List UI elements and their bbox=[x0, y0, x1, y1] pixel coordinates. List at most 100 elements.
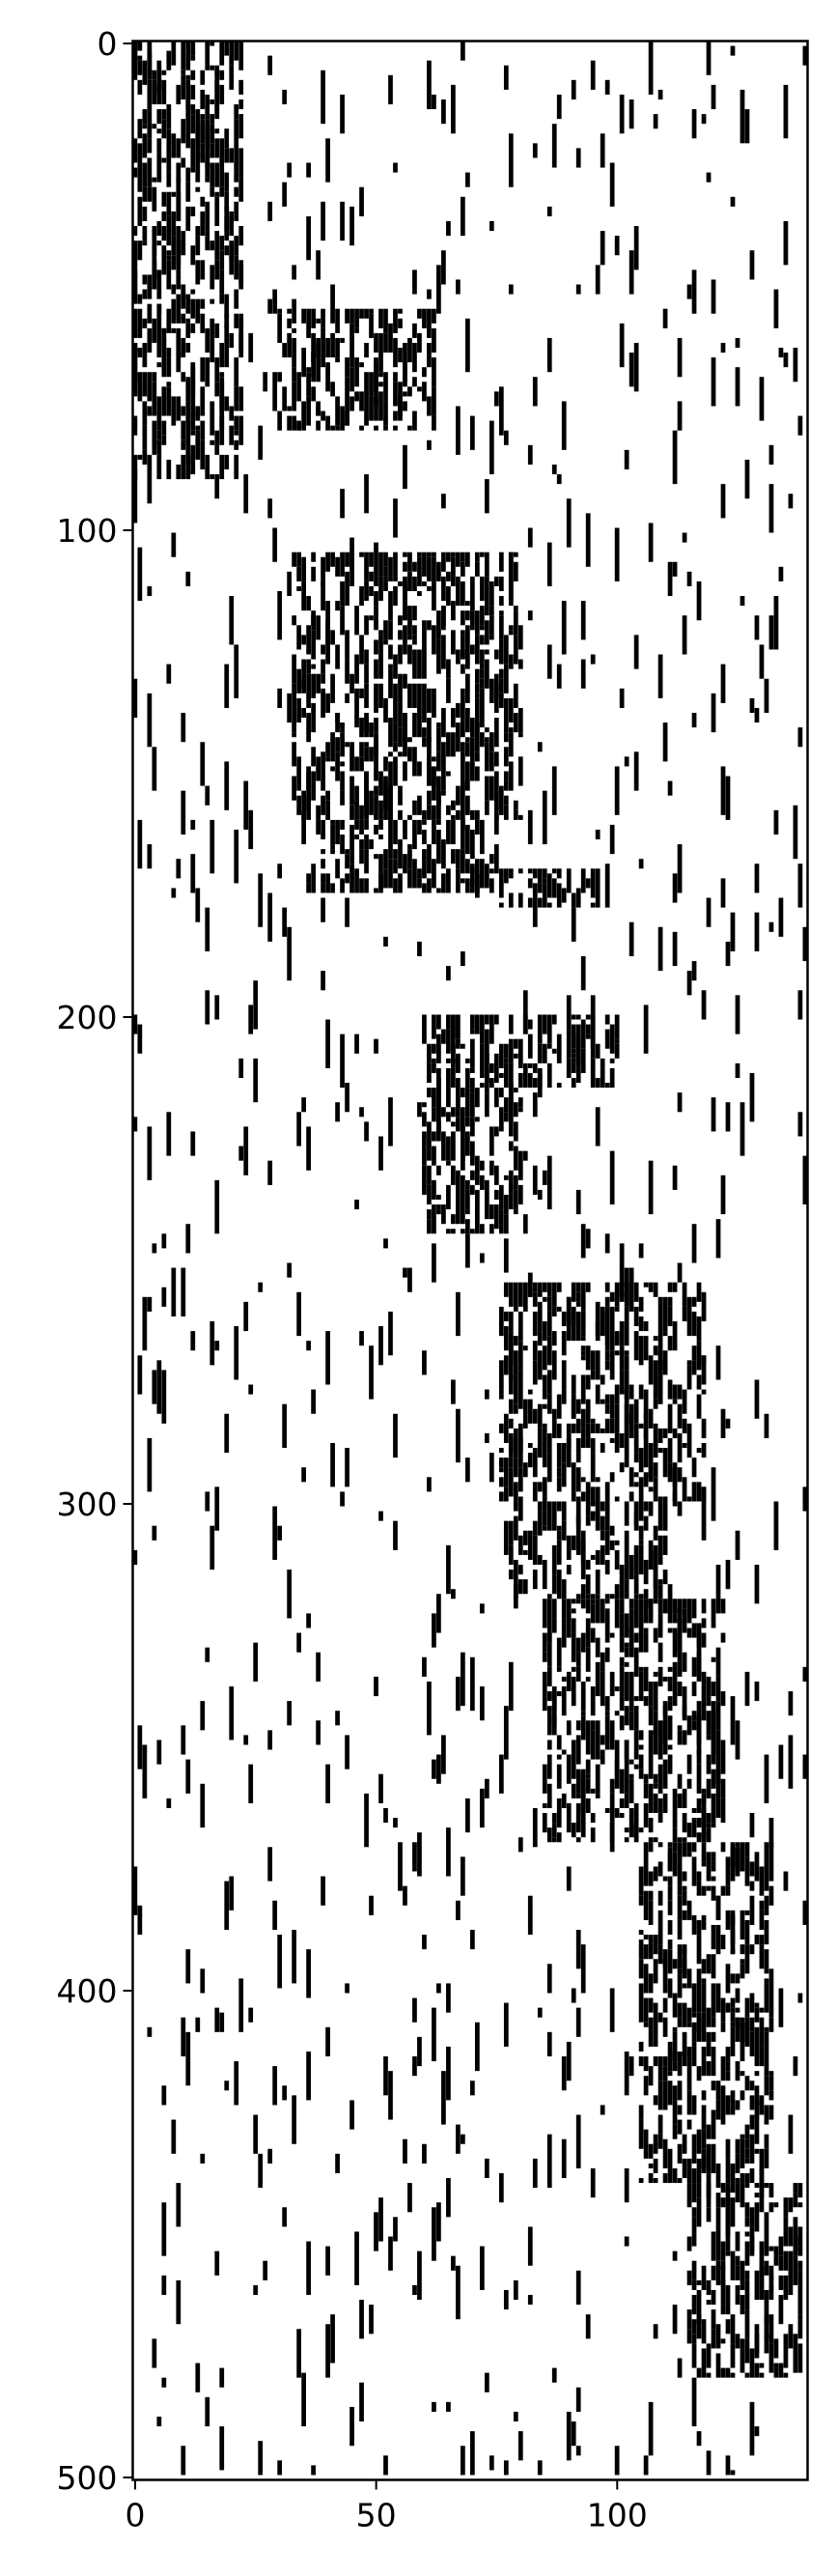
heatmap-cell-3165 bbox=[720, 1935, 726, 1950]
heatmap-cell-853 bbox=[508, 625, 514, 631]
heatmap-cell-401 bbox=[369, 372, 374, 397]
heatmap-cell-2823 bbox=[432, 2007, 436, 2062]
heatmap-cell-998 bbox=[542, 868, 547, 879]
heatmap-cell-1227 bbox=[503, 1175, 509, 1180]
heatmap-cell-1376 bbox=[580, 1282, 586, 1312]
heatmap-cell-1323 bbox=[542, 1496, 547, 1502]
heatmap-cell-24 bbox=[137, 372, 143, 397]
heatmap-cell-2114 bbox=[682, 2158, 687, 2173]
heatmap-cell-1841 bbox=[633, 1632, 639, 1643]
heatmap-cell-598 bbox=[378, 683, 383, 708]
heatmap-cell-2286 bbox=[754, 2085, 760, 2106]
heatmap-cell-1241 bbox=[517, 1097, 523, 1108]
heatmap-cell-139 bbox=[176, 464, 182, 480]
heatmap-cell-1399 bbox=[590, 1418, 596, 1424]
heatmap-cell-1485 bbox=[643, 1389, 649, 1419]
heatmap-cell-48 bbox=[147, 138, 153, 154]
heatmap-cell-1169 bbox=[451, 1107, 456, 1118]
heatmap-cell-2449 bbox=[783, 2226, 789, 2247]
heatmap-cell-2432 bbox=[768, 2246, 774, 2251]
heatmap-cell-1754 bbox=[580, 1807, 586, 1838]
heatmap-cell-374 bbox=[335, 357, 340, 363]
heatmap-cell-1705 bbox=[556, 1666, 562, 1672]
heatmap-cell-1853 bbox=[638, 1730, 644, 1741]
heatmap-cell-499 bbox=[316, 615, 321, 640]
heatmap-cell-315 bbox=[238, 104, 244, 110]
heatmap-cell-2807 bbox=[417, 2250, 422, 2301]
heatmap-cell-1907 bbox=[672, 1599, 678, 1614]
heatmap-cell-1836 bbox=[628, 1759, 634, 1765]
heatmap-cell-1008 bbox=[566, 868, 572, 893]
heatmap-cell-756 bbox=[461, 664, 465, 674]
heatmap-cell-657 bbox=[407, 683, 412, 708]
heatmap-cell-2685 bbox=[306, 1613, 311, 1628]
heatmap-cell-2066 bbox=[667, 1885, 673, 1901]
heatmap-cell-2991 bbox=[575, 284, 581, 295]
heatmap-cell-2466 bbox=[797, 2202, 803, 2208]
heatmap-cell-2601 bbox=[234, 1326, 239, 1380]
heatmap-cell-311 bbox=[234, 464, 239, 480]
heatmap-cell-1104 bbox=[571, 1024, 576, 1049]
heatmap-cell-2407 bbox=[749, 2207, 755, 2227]
heatmap-cell-1632 bbox=[600, 1501, 605, 1512]
heatmap-cell-267 bbox=[219, 284, 225, 295]
heatmap-cell-848 bbox=[503, 780, 509, 791]
heatmap-cell-1300 bbox=[532, 1341, 538, 1361]
heatmap-cell-2647 bbox=[277, 688, 283, 708]
heatmap-cell-2057 bbox=[662, 2017, 668, 2037]
heatmap-cell-2294 bbox=[759, 2007, 765, 2013]
heatmap-cell-1870 bbox=[648, 1754, 654, 1779]
heatmap-cell-2193 bbox=[715, 1983, 721, 1998]
heatmap-cell-1978 bbox=[711, 1691, 716, 1697]
heatmap-cell-506 bbox=[321, 673, 325, 684]
heatmap-cell-1946 bbox=[691, 1807, 697, 1814]
heatmap-cell-1068 bbox=[503, 1043, 509, 1059]
heatmap-cell-198 bbox=[195, 406, 201, 421]
heatmap-cell-3247 bbox=[793, 2056, 798, 2077]
heatmap-cell-1199 bbox=[470, 1229, 475, 1234]
heatmap-cell-1884 bbox=[657, 1613, 663, 1628]
heatmap-cell-350 bbox=[306, 396, 311, 426]
heatmap-cell-1424 bbox=[604, 1482, 610, 1502]
heatmap-cell-2366 bbox=[720, 2241, 726, 2261]
heatmap-cell-2955 bbox=[546, 206, 552, 216]
heatmap-cell-2623 bbox=[253, 2284, 259, 2295]
heatmap-cell-1910 bbox=[672, 1661, 678, 1682]
heatmap-cell-2222 bbox=[730, 1973, 736, 1984]
heatmap-cell-2494 bbox=[147, 585, 153, 597]
heatmap-cell-1141 bbox=[427, 1121, 432, 1137]
heatmap-cell-276 bbox=[224, 148, 230, 163]
heatmap-cell-3142 bbox=[706, 172, 712, 183]
heatmap-cell-2417 bbox=[754, 2363, 760, 2378]
heatmap-cell-976 bbox=[479, 829, 485, 855]
heatmap-cell-2388 bbox=[735, 2265, 740, 2280]
heatmap-cell-1688 bbox=[546, 1599, 552, 1628]
heatmap-cell-2378 bbox=[725, 2367, 731, 2378]
heatmap-cell-3147 bbox=[711, 279, 716, 314]
heatmap-cell-2723 bbox=[340, 489, 345, 519]
heatmap-cell-2803 bbox=[417, 941, 422, 957]
heatmap-cell-2039 bbox=[653, 2134, 658, 2154]
heatmap-cell-2386 bbox=[735, 2231, 740, 2251]
heatmap-cell-2078 bbox=[672, 1852, 678, 1867]
heatmap-cell-445 bbox=[417, 348, 422, 354]
heatmap-cell-2067 bbox=[667, 1900, 673, 1915]
heatmap-cell-2799 bbox=[412, 1842, 417, 1872]
heatmap-cell-2118 bbox=[686, 1900, 692, 1920]
heatmap-cell-2681 bbox=[306, 215, 311, 261]
heatmap-cell-1931 bbox=[682, 1788, 687, 1808]
heatmap-cell-2780 bbox=[393, 162, 398, 173]
heatmap-cell-36 bbox=[142, 274, 148, 285]
heatmap-cell-387 bbox=[349, 367, 354, 392]
heatmap-cell-675 bbox=[417, 649, 422, 679]
heatmap-cell-1614 bbox=[575, 1594, 581, 1599]
heatmap-cell-1795 bbox=[604, 1715, 610, 1745]
heatmap-cell-3080 bbox=[657, 89, 663, 99]
heatmap-cell-2226 bbox=[730, 2022, 736, 2027]
heatmap-cell-104 bbox=[166, 157, 172, 173]
heatmap-cell-278 bbox=[224, 191, 230, 212]
heatmap-cell-1055 bbox=[484, 1014, 489, 1025]
heatmap-cell-1868 bbox=[648, 1706, 654, 1726]
heatmap-cell-1316 bbox=[542, 1374, 547, 1400]
heatmap-cell-2033 bbox=[653, 1866, 658, 1872]
